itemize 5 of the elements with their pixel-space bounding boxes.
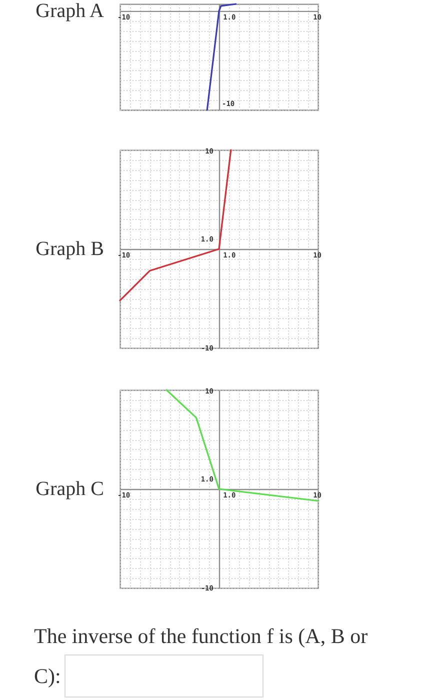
line-series [166,389,319,502]
text: The inverse of the function f is (A, B or C): [34,624,368,688]
text: Graph C [36,478,104,500]
chart-title: Graph A [36,0,105,22]
text: Graph B [36,238,104,260]
